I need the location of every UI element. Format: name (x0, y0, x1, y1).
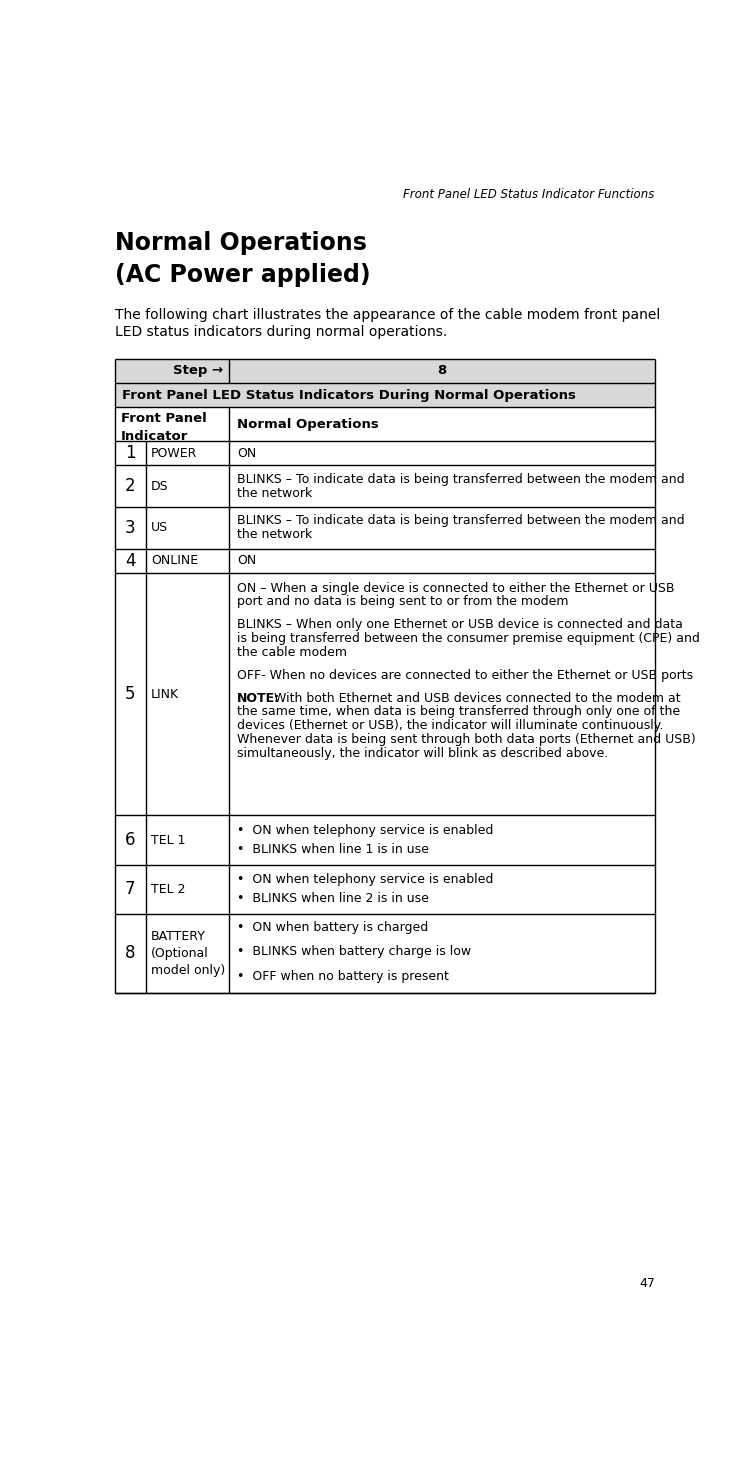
Text: •  BLINKS when line 1 is in use: • BLINKS when line 1 is in use (237, 843, 429, 856)
Text: •  ON when telephony service is enabled: • ON when telephony service is enabled (237, 873, 493, 887)
Text: port and no data is being sent to or from the modem: port and no data is being sent to or fro… (237, 595, 568, 609)
Text: BLINKS – To indicate data is being transferred between the modem and: BLINKS – To indicate data is being trans… (237, 473, 684, 486)
Text: ONLINE: ONLINE (151, 554, 198, 568)
Text: BLINKS – To indicate data is being transferred between the modem and: BLINKS – To indicate data is being trans… (237, 515, 684, 528)
Text: 8: 8 (125, 944, 135, 963)
Text: With both Ethernet and USB devices connected to the modem at: With both Ethernet and USB devices conne… (270, 692, 681, 705)
Text: devices (Ethernet or USB), the indicator will illuminate continuously.: devices (Ethernet or USB), the indicator… (237, 720, 663, 732)
Text: TEL 2: TEL 2 (151, 882, 186, 895)
Text: POWER: POWER (151, 446, 198, 459)
Bar (114, 383, 655, 407)
Text: 3: 3 (125, 519, 135, 537)
Text: •  BLINKS when line 2 is in use: • BLINKS when line 2 is in use (237, 892, 429, 906)
Text: US: US (151, 521, 168, 534)
Text: Front Panel
Indicator: Front Panel Indicator (121, 411, 207, 443)
Text: NOTE:: NOTE: (237, 692, 280, 705)
Text: BLINKS – When only one Ethernet or USB device is connected and data: BLINKS – When only one Ethernet or USB d… (237, 619, 683, 632)
Text: •  ON when battery is charged: • ON when battery is charged (237, 922, 428, 933)
Text: •  OFF when no battery is present: • OFF when no battery is present (237, 970, 449, 983)
Text: TEL 1: TEL 1 (151, 834, 186, 847)
Text: 8: 8 (438, 364, 447, 377)
Text: the network: the network (237, 528, 312, 541)
Text: LED status indicators during normal operations.: LED status indicators during normal oper… (114, 325, 447, 339)
Bar (114, 358, 655, 383)
Text: OFF- When no devices are connected to either the Ethernet or USB ports: OFF- When no devices are connected to ei… (237, 669, 693, 682)
Text: The following chart illustrates the appearance of the cable modem front panel: The following chart illustrates the appe… (114, 309, 660, 322)
Text: LINK: LINK (151, 688, 179, 701)
Text: BATTERY
(Optional
model only): BATTERY (Optional model only) (151, 930, 225, 977)
Text: 4: 4 (125, 552, 135, 569)
Text: Normal Operations: Normal Operations (237, 418, 379, 430)
Text: ON: ON (237, 446, 256, 459)
Text: ON – When a single device is connected to either the Ethernet or USB: ON – When a single device is connected t… (237, 582, 675, 595)
Text: Front Panel LED Status Indicator Functions: Front Panel LED Status Indicator Functio… (403, 187, 655, 200)
Text: 7: 7 (125, 881, 135, 898)
Text: simultaneously, the indicator will blink as described above.: simultaneously, the indicator will blink… (237, 746, 609, 759)
Text: DS: DS (151, 480, 169, 493)
Text: Whenever data is being sent through both data ports (Ethernet and USB): Whenever data is being sent through both… (237, 733, 695, 746)
Text: (AC Power applied): (AC Power applied) (114, 263, 370, 287)
Text: the same time, when data is being transferred through only one of the: the same time, when data is being transf… (237, 705, 680, 718)
Text: 5: 5 (125, 685, 135, 704)
Text: Step →: Step → (173, 364, 223, 377)
Text: 2: 2 (125, 477, 135, 496)
Text: •  BLINKS when battery charge is low: • BLINKS when battery charge is low (237, 945, 471, 958)
Text: the network: the network (237, 487, 312, 499)
Text: •  ON when telephony service is enabled: • ON when telephony service is enabled (237, 824, 493, 837)
Text: 6: 6 (125, 831, 135, 849)
Text: Front Panel LED Status Indicators During Normal Operations: Front Panel LED Status Indicators During… (123, 389, 577, 402)
Text: is being transferred between the consumer premise equipment (CPE) and: is being transferred between the consume… (237, 632, 700, 645)
Text: 47: 47 (639, 1277, 655, 1290)
Text: the cable modem: the cable modem (237, 645, 347, 658)
Text: 1: 1 (125, 445, 135, 462)
Text: Normal Operations: Normal Operations (114, 231, 366, 255)
Text: ON: ON (237, 554, 256, 568)
